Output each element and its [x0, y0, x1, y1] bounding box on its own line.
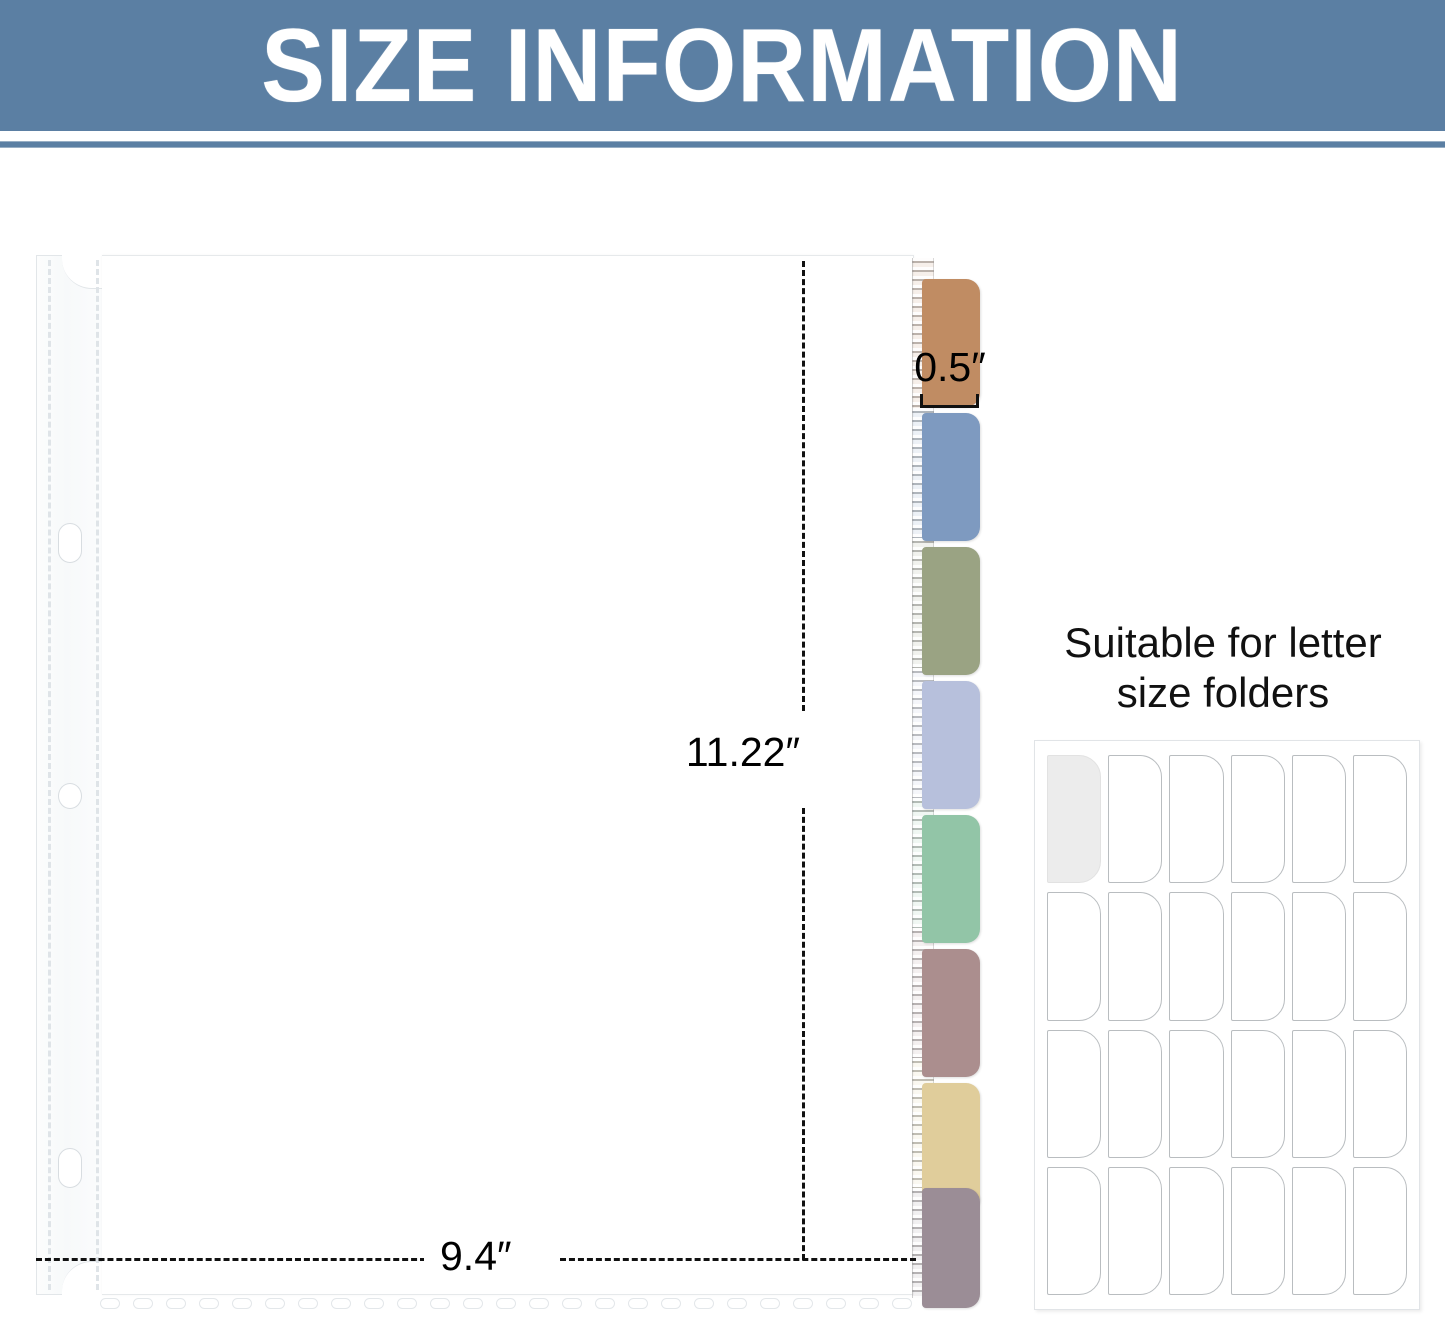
- label-cell[interactable]: [1108, 1029, 1163, 1158]
- tab-blue[interactable]: [922, 413, 980, 541]
- label-cell[interactable]: [1352, 1029, 1407, 1158]
- perforation-dot: [265, 1298, 285, 1309]
- perforation-dot: [859, 1298, 879, 1309]
- perforation-line-left: [48, 260, 51, 1290]
- tab-mauve[interactable]: [922, 1188, 980, 1308]
- label-cell[interactable]: [1230, 1029, 1285, 1158]
- label-sheet: [1034, 740, 1420, 1310]
- label-cell[interactable]: [1230, 1166, 1285, 1295]
- label-cell[interactable]: [1169, 1166, 1224, 1295]
- height-dim-line-lower: [802, 808, 805, 1260]
- label-grid: [1047, 755, 1407, 1295]
- label-cell[interactable]: [1352, 1166, 1407, 1295]
- perforation-dot: [892, 1298, 912, 1309]
- perforation-dot: [397, 1298, 417, 1309]
- label-cell[interactable]: [1230, 892, 1285, 1021]
- perforation-dot: [331, 1298, 351, 1309]
- header-banner: SIZE INFORMATION: [0, 0, 1445, 131]
- label-cell[interactable]: [1230, 755, 1285, 884]
- perforation-dot: [232, 1298, 252, 1309]
- label-cell[interactable]: [1047, 1166, 1102, 1295]
- label-cell[interactable]: [1291, 892, 1346, 1021]
- tab-sage[interactable]: [922, 547, 980, 675]
- tab-rose[interactable]: [922, 949, 980, 1077]
- height-dim-label: 11.22″: [590, 723, 812, 782]
- caption-line-2: size folders: [1116, 669, 1330, 716]
- label-cell[interactable]: [1291, 1029, 1346, 1158]
- tab-periwinkle[interactable]: [922, 681, 980, 809]
- label-cell[interactable]: [1352, 755, 1407, 884]
- tab-width-label: 0.5″: [914, 344, 986, 390]
- tab-tan[interactable]: [922, 279, 980, 407]
- perforation-dot: [628, 1298, 648, 1309]
- width-dim-line-left: [36, 1258, 426, 1261]
- perforation-dot: [133, 1298, 153, 1309]
- label-cell[interactable]: [1047, 755, 1102, 884]
- page-title: SIZE INFORMATION: [261, 7, 1184, 124]
- perforation-dot: [298, 1298, 318, 1309]
- perforation-dot: [793, 1298, 813, 1309]
- label-cell[interactable]: [1291, 1166, 1346, 1295]
- perforation-dot: [562, 1298, 582, 1309]
- perforation-dot: [661, 1298, 681, 1309]
- label-cell[interactable]: [1047, 1029, 1102, 1158]
- bottom-perforation-row: [100, 1296, 918, 1311]
- header-divider-rule: [0, 141, 1445, 148]
- perforation-dot: [595, 1298, 615, 1309]
- perforation-dot: [430, 1298, 450, 1309]
- perforation-dot: [727, 1298, 747, 1309]
- perforation-dot: [100, 1298, 120, 1309]
- label-cell[interactable]: [1169, 1029, 1224, 1158]
- tab-width-bracket: [920, 394, 979, 408]
- perforation-dot: [496, 1298, 516, 1309]
- label-cell[interactable]: [1291, 755, 1346, 884]
- perforation-dot: [463, 1298, 483, 1309]
- width-dim-line-right: [560, 1258, 916, 1261]
- label-cell[interactable]: [1108, 1166, 1163, 1295]
- perforation-line-right: [96, 260, 99, 1290]
- perforation-dot: [364, 1298, 384, 1309]
- binder-hole-middle: [58, 783, 82, 809]
- label-cell[interactable]: [1047, 892, 1102, 1021]
- label-cell[interactable]: [1169, 755, 1224, 884]
- sheet-protector-sleeve: [36, 255, 102, 1295]
- illustration-stage: 0.5″ 11.22″ 9.4″ Suitable for letter siz…: [0, 148, 1445, 1322]
- perforation-dot: [694, 1298, 714, 1309]
- height-dim-line-upper: [802, 261, 805, 711]
- perforation-dot: [826, 1298, 846, 1309]
- width-dim-label: 9.4″: [424, 1231, 528, 1282]
- caption-letter-size: Suitable for letter size folders: [1020, 618, 1426, 718]
- label-cell[interactable]: [1108, 755, 1163, 884]
- label-cell[interactable]: [1108, 892, 1163, 1021]
- binder-hole-top: [58, 523, 82, 563]
- caption-line-1: Suitable for letter: [1064, 619, 1382, 666]
- label-cell[interactable]: [1169, 892, 1224, 1021]
- perforation-dot: [199, 1298, 219, 1309]
- perforation-dot: [760, 1298, 780, 1309]
- perforation-dot: [166, 1298, 186, 1309]
- tab-mint[interactable]: [922, 815, 980, 943]
- label-cell[interactable]: [1352, 892, 1407, 1021]
- binder-hole-bottom: [58, 1148, 82, 1188]
- perforation-dot: [529, 1298, 549, 1309]
